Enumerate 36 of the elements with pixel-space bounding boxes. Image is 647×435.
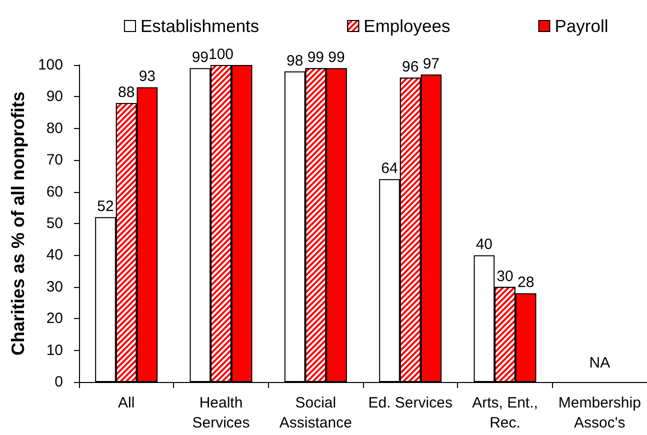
x-tick-label: Ed. Services: [368, 394, 452, 412]
data-label: 28: [517, 274, 534, 292]
y-tick-label: 100: [38, 56, 63, 74]
legend-label: Employees: [364, 16, 450, 36]
y-tick-label: 70: [46, 152, 63, 169]
y-tick-label: 40: [46, 246, 63, 264]
data-label: 99: [307, 49, 324, 66]
data-label: 99: [328, 49, 345, 66]
y-tick-label: 30: [46, 278, 63, 296]
x-tick-label: Social Assistance: [279, 394, 352, 432]
y-tick-label: 10: [46, 342, 63, 359]
data-label: 98: [286, 52, 304, 70]
data-label: 40: [476, 236, 493, 254]
data-label: 93: [138, 68, 156, 86]
x-tick-label: Membership Assoc's: [558, 394, 641, 432]
legend-label: Payroll: [554, 16, 608, 36]
data-label: 99: [192, 49, 209, 66]
x-tick-label: Health Services: [192, 394, 250, 432]
y-tick-label: 50: [46, 215, 63, 232]
x-tick-label: All: [118, 394, 135, 412]
annotation: NA: [589, 354, 610, 372]
y-axis-title: Charities as % of all nonprofits: [8, 91, 28, 356]
data-label: 96: [402, 58, 419, 76]
y-tick-label: 20: [46, 310, 63, 328]
data-label: 88: [118, 84, 135, 102]
x-tick-label: Arts, Ent., Rec.: [472, 394, 538, 432]
legend-label: Establishments: [140, 16, 260, 36]
data-label: 52: [97, 198, 114, 216]
data-label: 100: [208, 46, 234, 63]
y-tick-label: 80: [46, 120, 63, 137]
y-tick-label: 60: [46, 183, 63, 200]
data-label: 97: [422, 56, 440, 73]
data-label: 64: [381, 160, 398, 178]
y-tick-label: 90: [46, 88, 63, 106]
data-label: 30: [496, 268, 514, 285]
y-tick-label: 0: [54, 374, 63, 390]
